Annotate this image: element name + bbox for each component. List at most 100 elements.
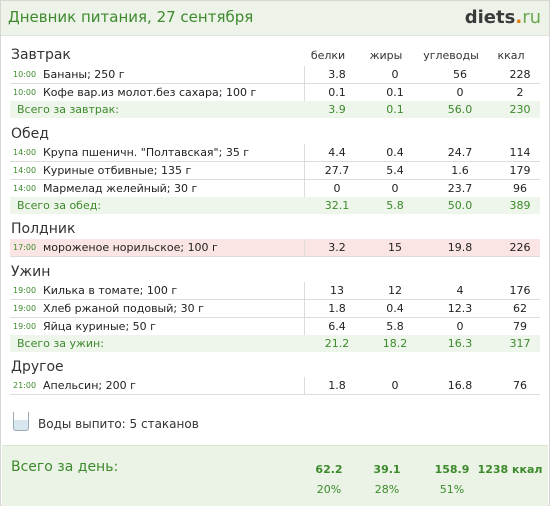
food-name: Яйца куриные; 50 г [43,320,156,333]
food-name: Апельсин; 200 г [43,379,136,392]
food-row[interactable]: 14:00 Мармелад желейный; 30 г 0 0 23.7 9… [10,180,540,198]
meal-title-snack: Полдник [11,221,76,237]
food-kcal: 228 [509,68,531,81]
food-row[interactable]: 14:00 Куриные отбивные; 135 г 27.7 5.4 1… [10,162,540,180]
food-kcal: 2 [516,86,524,99]
column-header-protein: белки [310,49,346,62]
food-time: 14:00 [13,148,37,157]
logo-tld: ru [522,7,541,28]
food-fat: 15 [388,241,402,254]
food-fat: 0 [391,379,399,392]
water-intake: Воды выпито: 5 стаканов [11,411,411,435]
food-name: Бананы; 250 г [43,68,125,81]
day-total-panel: Всего за день: 62.2 39.1 158.9 1238 ккал… [2,445,548,506]
food-time: 17:00 [13,243,37,252]
day-total-protein: 62.2 [315,463,343,476]
food-protein: 6.4 [328,320,346,333]
logo-dot: . [515,7,523,28]
food-time: 21:00 [13,381,37,390]
column-header-carbs: углеводы [423,49,479,62]
column-divider [304,144,305,161]
food-fat: 12 [388,284,402,297]
meal-total-label: Всего за обед: [17,199,102,212]
total-carbs: 56.0 [447,103,473,116]
food-fat: 5.4 [386,164,404,177]
food-name: Крупа пшеничн. "Полтавская"; 35 г [43,146,250,159]
food-row[interactable]: 14:00 Крупа пшеничн. "Полтавская"; 35 г … [10,144,540,162]
food-kcal: 96 [513,182,527,195]
total-carbs: 16.3 [447,337,473,350]
food-name: Мармелад желейный; 30 г [43,182,198,195]
total-carbs: 50.0 [447,199,473,212]
food-protein: 1.8 [328,302,346,315]
food-kcal: 114 [509,146,531,159]
food-time: 19:00 [13,322,37,331]
meal-total-row: Всего за обед: 32.1 5.8 50.0 389 [10,197,540,214]
food-kcal: 76 [513,379,527,392]
food-fat: 0 [391,182,399,195]
food-name: Хлеб ржаной подовый; 30 г [43,302,204,315]
column-header-fat: жиры [369,49,403,62]
column-divider [304,318,305,335]
column-divider [304,84,305,101]
food-row[interactable]: 21:00 Апельсин; 200 г 1.8 0 16.8 76 [10,377,540,395]
food-kcal: 226 [509,241,531,254]
day-carbs-percent: 51% [439,483,465,496]
food-fat: 5.8 [386,320,404,333]
food-carbs: 0 [456,86,464,99]
food-time: 14:00 [13,184,37,193]
food-protein: 0 [333,182,341,195]
water-label: Воды выпито: 5 стаканов [38,417,199,431]
food-kcal: 79 [513,320,527,333]
food-kcal: 62 [513,302,527,315]
food-protein: 27.7 [324,164,350,177]
food-protein: 0.1 [328,86,346,99]
food-fat: 0.1 [386,86,404,99]
food-row[interactable]: 19:00 Хлеб ржаной подовый; 30 г 1.8 0.4 … [10,300,540,318]
water-glass-icon [13,412,29,431]
column-divider [304,282,305,299]
food-row[interactable]: 10:00 Кофе вар.из молот.без сахара; 100 … [10,84,540,102]
meal-title-other: Другое [11,359,64,375]
food-time: 10:00 [13,70,37,79]
food-row[interactable]: 19:00 Килька в томате; 100 г 13 12 4 176 [10,282,540,300]
header-bar: Дневник питания, 27 сентября diets.ru [1,1,549,36]
food-row[interactable]: 17:00 мороженое норильское; 100 г 3.2 15… [10,239,540,257]
total-protein: 21.2 [324,337,350,350]
day-total-carbs: 158.9 [434,463,470,476]
food-protein: 3.2 [328,241,346,254]
food-name: Кофе вар.из молот.без сахара; 100 г [43,86,257,99]
column-divider [304,66,305,83]
meal-total-row: Всего за ужин: 21.2 18.2 16.3 317 [10,335,540,352]
food-carbs: 23.7 [447,182,473,195]
food-protein: 13 [330,284,344,297]
food-carbs: 12.3 [447,302,473,315]
food-carbs: 19.8 [447,241,473,254]
food-protein: 1.8 [328,379,346,392]
food-row[interactable]: 10:00 Бананы; 250 г 3.8 0 56 228 [10,66,540,84]
food-fat: 0.4 [386,146,404,159]
food-protein: 3.8 [328,68,346,81]
column-divider [304,239,305,256]
food-row[interactable]: 19:00 Яйца куриные; 50 г 6.4 5.8 0 79 [10,318,540,336]
total-kcal: 317 [509,337,531,350]
food-fat: 0 [391,68,399,81]
day-total-kcal: 1238 ккал [477,463,543,476]
food-carbs: 0 [456,320,464,333]
site-logo[interactable]: diets.ru [465,7,541,28]
food-name: мороженое норильское; 100 г [43,241,218,254]
food-carbs: 1.6 [451,164,469,177]
day-total-fat: 39.1 [373,463,401,476]
column-divider [304,300,305,317]
meal-title-lunch: Обед [11,126,49,142]
total-kcal: 389 [509,199,531,212]
column-header-kcal: ккал [497,49,525,62]
total-fat: 18.2 [382,337,408,350]
day-total-label: Всего за день: [11,459,119,475]
food-name: Куриные отбивные; 135 г [43,164,192,177]
total-protein: 3.9 [328,103,346,116]
column-divider [304,180,305,197]
food-kcal: 176 [509,284,531,297]
food-time: 10:00 [13,88,37,97]
